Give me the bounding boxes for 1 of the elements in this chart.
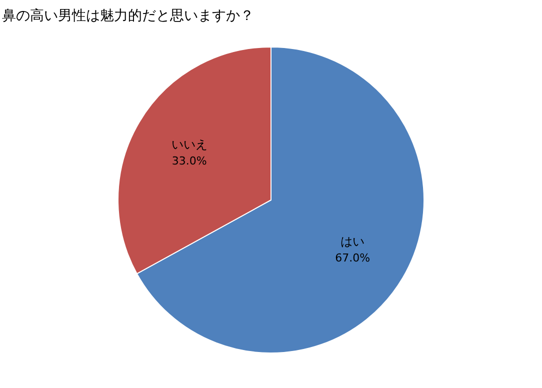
title: 鼻の高い男性は魅力的だと思いますか？ <box>2 8 254 24</box>
